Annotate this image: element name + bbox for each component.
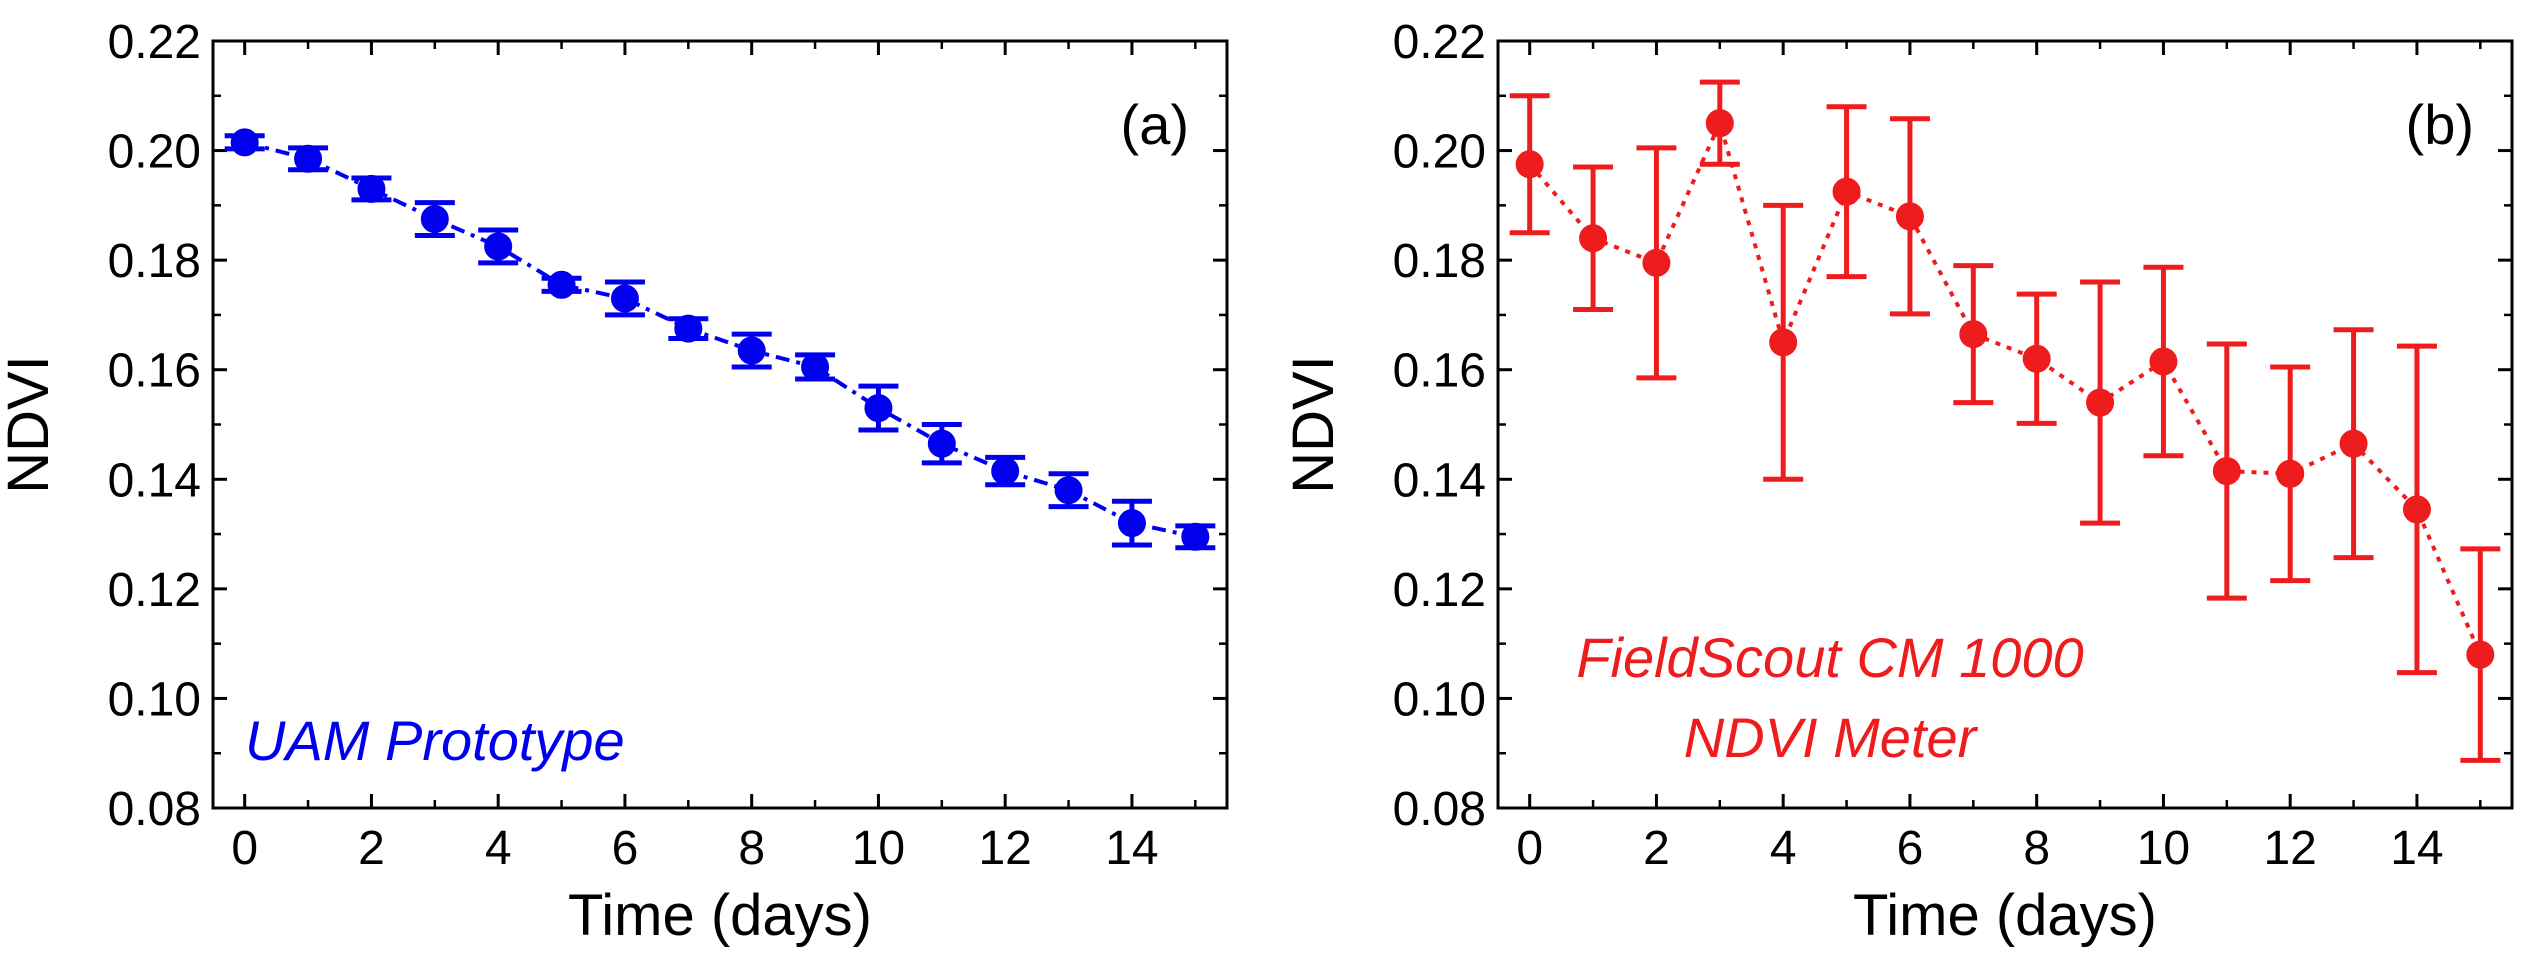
x-axis-label: Time (days) — [1853, 883, 2157, 948]
data-point — [1959, 320, 1988, 349]
data-point — [610, 284, 639, 313]
x-tick-label: 14 — [2390, 822, 2443, 875]
y-tick-label: 0.16 — [1393, 345, 1486, 398]
data-point — [737, 336, 766, 365]
data-point — [547, 270, 576, 299]
y-tick-label: 0.08 — [1393, 783, 1486, 836]
y-axis-label: NDVI — [1281, 355, 1346, 494]
data-point — [1579, 224, 1608, 253]
data-point — [1181, 522, 1210, 551]
y-tick-label: 0.18 — [1393, 235, 1486, 288]
x-tick-label: 12 — [978, 822, 1031, 875]
y-tick-label: 0.10 — [1393, 673, 1486, 726]
series-line — [244, 140, 1196, 539]
annotation-text: NDVI Meter — [1684, 706, 1979, 769]
x-tick-label: 14 — [1105, 822, 1158, 875]
plot-frame — [211, 39, 1229, 810]
x-tick-label: 8 — [738, 822, 765, 875]
data-point — [2212, 457, 2241, 486]
data-point — [2149, 347, 2178, 376]
data-point — [1515, 150, 1544, 179]
x-tick-label: 0 — [1516, 822, 1543, 875]
panel-label: (a) — [1121, 93, 1189, 156]
data-point — [2402, 495, 2431, 524]
y-tick-label: 0.20 — [1393, 126, 1486, 179]
x-tick-label: 10 — [2137, 822, 2190, 875]
data-point — [2022, 344, 2051, 373]
panel-label: (b) — [2406, 93, 2474, 156]
y-tick-label: 0.14 — [1393, 454, 1486, 507]
data-point — [1832, 177, 1861, 206]
annotation-text: UAM Prototype — [245, 709, 625, 772]
y-tick-label: 0.12 — [108, 564, 201, 617]
x-tick-label: 4 — [1770, 822, 1797, 875]
y-tick-label: 0.10 — [108, 673, 201, 726]
data-point — [2276, 459, 2305, 488]
x-tick-label: 4 — [485, 822, 512, 875]
data-point — [927, 429, 956, 458]
data-point — [674, 314, 703, 343]
x-tick-label: 6 — [1897, 822, 1924, 875]
data-point — [230, 128, 259, 157]
data-point — [2086, 388, 2115, 417]
x-tick-label: 0 — [231, 822, 258, 875]
y-axis-label: NDVI — [0, 355, 61, 494]
x-tick-label: 10 — [852, 822, 905, 875]
annotation-text: FieldScout CM 1000 — [1576, 626, 2083, 689]
data-point — [2466, 640, 2495, 669]
y-tick-label: 0.22 — [1393, 16, 1486, 69]
data-point — [1769, 328, 1798, 357]
data-point — [1054, 476, 1083, 505]
x-tick-label: 8 — [2023, 822, 2050, 875]
y-tick-label: 0.20 — [108, 126, 201, 179]
x-tick-label: 12 — [2263, 822, 2316, 875]
data-point — [484, 232, 513, 261]
data-point — [357, 174, 386, 203]
y-tick-label: 0.12 — [1393, 564, 1486, 617]
data-point — [2339, 429, 2368, 458]
y-tick-label: 0.08 — [108, 783, 201, 836]
x-tick-label: 2 — [358, 822, 385, 875]
y-tick-label: 0.22 — [108, 16, 201, 69]
data-point — [1895, 202, 1924, 231]
data-point — [801, 352, 830, 381]
data-point — [1642, 248, 1671, 277]
y-tick-label: 0.14 — [108, 454, 201, 507]
data-point — [1705, 109, 1734, 138]
data-point — [991, 457, 1020, 486]
y-tick-label: 0.16 — [108, 345, 201, 398]
chart-panel-0: 0.08 0.10 0.12 0.14 0.16 0.18 0.20 0.22 0 2 4 6 8 10 1… — [0, 16, 1229, 948]
plot-frame — [1496, 39, 2514, 810]
data-point — [420, 205, 449, 234]
x-tick-label: 6 — [612, 822, 639, 875]
data-point — [294, 144, 323, 173]
x-tick-label: 2 — [1643, 822, 1670, 875]
chart-panel-1: 0.08 0.10 0.12 0.14 0.16 0.18 0.20 0.22 0 2 4 6 8 10 1… — [1281, 16, 2514, 948]
x-axis-label: Time (days) — [568, 883, 872, 948]
y-tick-label: 0.18 — [108, 235, 201, 288]
data-point — [864, 394, 893, 423]
series-line — [1528, 117, 2483, 656]
data-point — [1117, 509, 1146, 538]
